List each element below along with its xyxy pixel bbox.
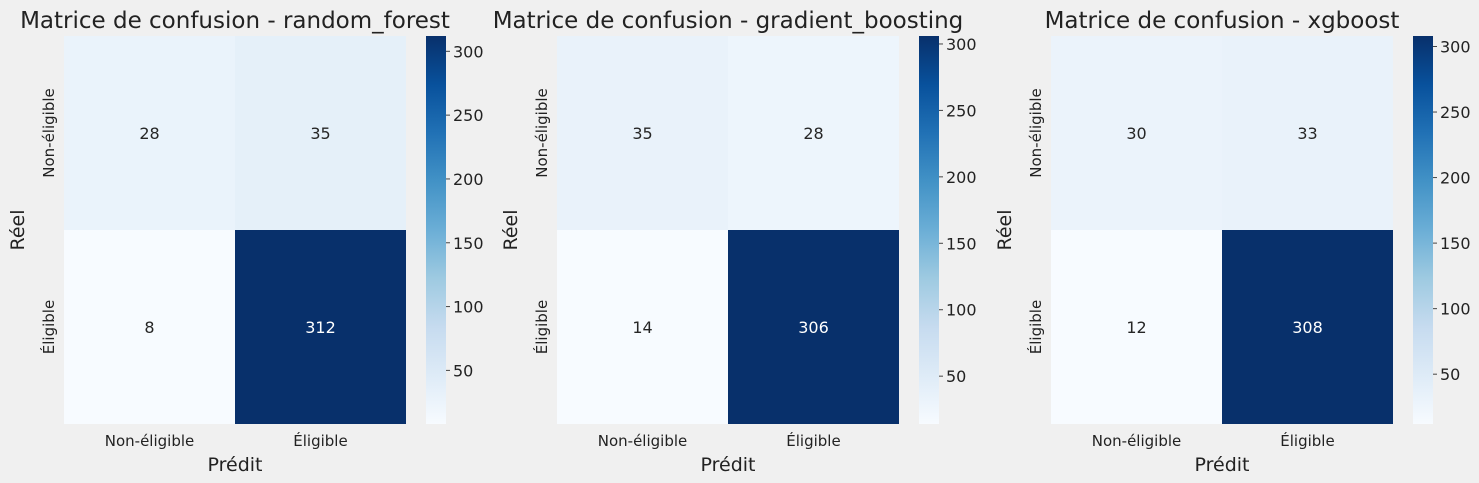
colorbar-tick-label: 300 — [946, 35, 977, 54]
colorbar-tick-label: 300 — [453, 42, 484, 61]
y-tick-label: Non-éligible — [533, 88, 551, 178]
colorbar-tick-label: 250 — [1440, 103, 1471, 122]
y-axis-label: Réel — [7, 209, 29, 250]
heatmap-cell — [1222, 36, 1393, 230]
x-axis-label: Prédit — [701, 454, 756, 476]
x-axis-label: Prédit — [1195, 454, 1250, 476]
cell-value-label: 28 — [139, 124, 159, 143]
chart-title: Matrice de confusion - random_forest — [20, 8, 450, 34]
cell-value-label: 14 — [632, 318, 652, 337]
heatmap-panel-2: Matrice de confusion - gradient_boosting… — [493, 8, 977, 476]
heatmap-cell — [1222, 230, 1393, 424]
chart-title: Matrice de confusion - xgboost — [1045, 8, 1400, 34]
colorbar — [919, 36, 939, 424]
x-tick-label: Éligible — [1280, 431, 1334, 450]
colorbar-tick-label: 250 — [946, 101, 977, 120]
heatmap-cell — [728, 230, 899, 424]
colorbar-tick-label: 200 — [1440, 169, 1471, 188]
cell-value-label: 12 — [1126, 318, 1146, 337]
colorbar-tick-label: 150 — [1440, 234, 1471, 253]
y-tick-label: Éligible — [39, 300, 58, 354]
colorbar-tick-label: 100 — [946, 301, 977, 320]
y-tick-label: Non-éligible — [40, 88, 58, 178]
heatmap-panel-3: Matrice de confusion - xgboost 30 33 12 308 N… — [994, 8, 1471, 476]
cell-value-label: 306 — [798, 318, 829, 337]
colorbar-tick-label: 150 — [453, 234, 484, 253]
cell-value-label: 8 — [144, 318, 154, 337]
y-axis-label: Réel — [500, 209, 522, 250]
colorbar-tick-label: 100 — [1440, 300, 1471, 319]
colorbar-tick-label: 200 — [453, 170, 484, 189]
heatmap-cell — [557, 36, 728, 230]
cell-value-label: 33 — [1297, 124, 1317, 143]
colorbar — [426, 36, 446, 424]
x-tick-label: Non-éligible — [105, 432, 195, 450]
heatmap-cell — [728, 36, 899, 230]
colorbar-tick-label: 200 — [946, 168, 977, 187]
heatmap-cell — [235, 36, 406, 230]
colorbar-tick-label: 100 — [453, 298, 484, 317]
colorbar-tick-label: 300 — [1440, 37, 1471, 56]
y-axis-label: Réel — [994, 209, 1016, 250]
cell-value-label: 308 — [1292, 318, 1323, 337]
y-tick-label: Éligible — [1026, 300, 1045, 354]
heatmap-cell — [1051, 230, 1222, 424]
chart-title: Matrice de confusion - gradient_boosting — [493, 8, 964, 34]
heatmap-cell — [557, 230, 728, 424]
x-tick-label: Éligible — [293, 431, 347, 450]
heatmap-cell — [64, 230, 235, 424]
colorbar-tick-label: 150 — [946, 234, 977, 253]
colorbar-tick-label: 50 — [453, 361, 473, 380]
heatmap-cell — [64, 36, 235, 230]
colorbar-tick-label: 50 — [946, 367, 966, 386]
x-axis-label: Prédit — [208, 454, 263, 476]
heatmap-cell — [1051, 36, 1222, 230]
cell-value-label: 30 — [1126, 124, 1146, 143]
y-tick-label: Éligible — [532, 300, 551, 354]
x-tick-label: Éligible — [786, 431, 840, 450]
cell-value-label: 35 — [632, 124, 652, 143]
x-tick-label: Non-éligible — [598, 432, 688, 450]
colorbar-tick-label: 250 — [453, 106, 484, 125]
colorbar-tick-label: 50 — [1440, 365, 1460, 384]
cell-value-label: 28 — [803, 124, 823, 143]
x-tick-label: Non-éligible — [1092, 432, 1182, 450]
cell-value-label: 312 — [305, 318, 336, 337]
heatmap-panel-1: Matrice de confusion - random_forest 28 35… — [7, 8, 484, 476]
colorbar — [1413, 36, 1433, 424]
heatmap-cell — [235, 230, 406, 424]
cell-value-label: 35 — [310, 124, 330, 143]
y-tick-label: Non-éligible — [1027, 88, 1045, 178]
